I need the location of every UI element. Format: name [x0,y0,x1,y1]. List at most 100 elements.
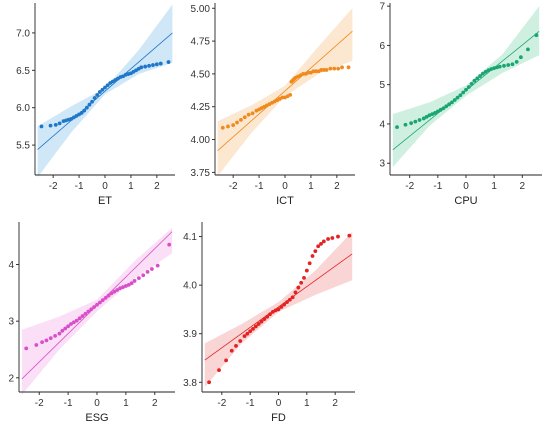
data-point [242,115,247,120]
data-point [346,65,351,70]
data-point [63,326,68,331]
data-point [302,275,306,280]
data-point [105,83,110,88]
x-tick-label: 0 [94,398,100,409]
data-point [259,319,264,324]
y-tick-label: 2 [8,373,14,384]
data-point [336,234,340,239]
x-tick-label: 0 [276,398,282,409]
data-point [139,65,144,70]
data-point [251,326,255,331]
reference-line [204,253,353,361]
data-point [123,284,128,288]
data-point [71,320,76,325]
data-point [69,322,73,326]
data-point [433,111,437,115]
y-tick-label: 3.8 [183,378,197,389]
confidence-band [217,8,353,177]
x-tick-label: -2 [229,181,238,192]
data-point [34,343,39,347]
data-point [316,244,321,249]
reference-line [37,32,173,150]
data-point [48,123,53,128]
data-point [510,62,515,67]
data-point [288,93,293,97]
x-tick-label: -2 [35,398,44,409]
data-point [395,125,399,129]
y-tick-label: 6.5 [16,66,30,77]
data-point [229,348,234,353]
data-point [461,90,466,95]
data-point [483,69,488,74]
data-point [444,104,449,109]
data-point [90,99,94,104]
qq-panel-fd: -2 -1 0 1 2 3.8 3.9 4.0 4.1 FD [183,222,355,424]
data-point [328,66,333,71]
data-point [409,121,414,126]
data-point [48,336,53,341]
data-point [145,269,150,274]
data-point [307,261,312,266]
data-point [95,93,100,97]
data-point [220,125,225,130]
data-point [472,78,477,83]
data-point [154,62,159,67]
data-point [100,298,105,303]
y-tick-label: 4.1 [183,232,197,243]
data-point [40,340,45,345]
x-tick-label: 2 [154,181,160,192]
x-axis-title: CPU [454,195,477,207]
data-point [79,111,84,115]
y-tick-label: 4.00 [191,135,211,146]
data-point [242,334,247,339]
data-point [166,60,171,64]
data-point [340,65,344,70]
data-point [155,263,160,268]
data-point [239,117,243,122]
data-point [226,124,230,129]
confidence-band [392,6,540,168]
data-point [276,307,281,312]
data-point [293,290,298,295]
data-point [106,293,111,298]
y-tick-label: 6.0 [16,103,30,114]
data-point [265,314,270,319]
x-tick-label: -1 [433,181,442,192]
data-point [234,343,238,348]
data-point [330,236,335,240]
data-point [299,280,304,285]
data-point [450,100,454,105]
data-point [469,81,474,86]
data-point [268,312,272,317]
data-point [109,291,114,296]
data-point [115,288,120,292]
y-tick-label: 4 [379,119,385,130]
data-point [224,358,228,363]
y-tick-label: 3 [379,159,385,170]
data-point [282,302,287,307]
x-tick-label: 2 [334,181,340,192]
data-point [478,74,482,78]
data-point [60,328,65,333]
data-point [296,285,301,290]
data-point [458,93,463,98]
data-point [118,286,123,291]
x-tick-label: -1 [75,181,84,192]
x-tick-label: -2 [405,181,414,192]
data-point [441,106,446,111]
data-point [235,120,239,125]
data-point [347,233,352,238]
data-point [92,96,97,100]
data-point [149,267,154,271]
x-tick-label: -1 [246,398,255,409]
data-point [270,309,275,314]
data-point [475,76,480,81]
data-point [497,64,502,69]
data-point [66,324,71,329]
data-point [84,105,89,110]
x-tick-label: 0 [282,181,288,192]
data-point [502,63,506,68]
data-point [246,112,251,117]
data-point [103,296,108,300]
x-axis-title: FD [271,412,286,424]
